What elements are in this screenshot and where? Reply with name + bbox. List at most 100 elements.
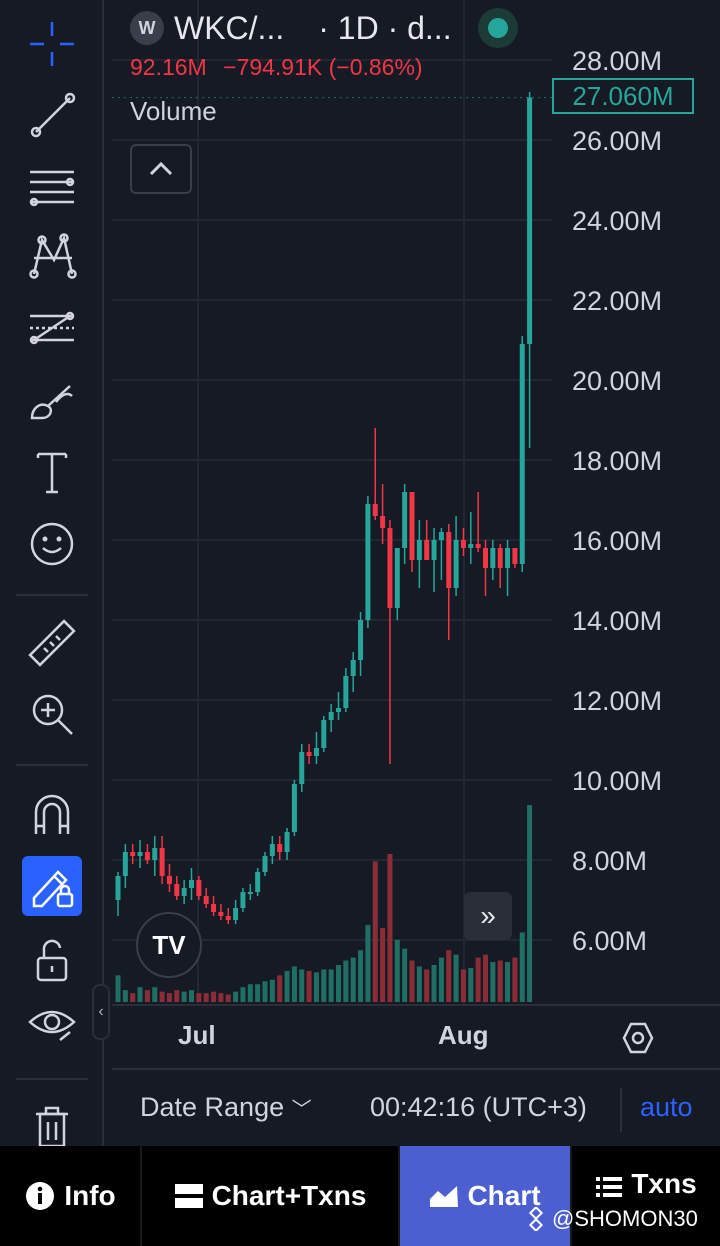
lock-icon[interactable]: [22, 930, 82, 990]
auto-scale-button[interactable]: auto: [640, 1092, 693, 1122]
volume-bar: [262, 981, 268, 1002]
candle-body: [380, 516, 386, 528]
candle-body: [468, 544, 474, 548]
candle-body: [416, 540, 422, 560]
volume-bar: [299, 969, 305, 1002]
crosshair-icon[interactable]: [22, 14, 82, 74]
magnet-icon[interactable]: [22, 784, 82, 844]
candle-body: [262, 856, 268, 872]
candle-body: [438, 532, 444, 540]
candle-body: [358, 620, 364, 660]
toolbar-divider: [16, 764, 88, 766]
text-icon[interactable]: [22, 442, 82, 502]
volume-bar: [321, 969, 327, 1002]
tab-info-label: Info: [64, 1180, 116, 1211]
volume-label: Volume: [130, 96, 217, 126]
forecast-icon[interactable]: [22, 298, 82, 358]
pattern-icon[interactable]: [22, 226, 82, 286]
volume-bar: [144, 990, 150, 1002]
stay-in-drawing-mode-icon[interactable]: [22, 856, 82, 916]
ruler-icon[interactable]: [22, 614, 82, 674]
candle-body: [181, 888, 187, 896]
price-chart[interactable]: 28.00M 26.00M 24.00M 22.00M 20.00M 18.00M 16.0…: [112, 0, 720, 1068]
settings-icon[interactable]: [620, 1020, 656, 1056]
price-tick-label: 28.00M: [572, 46, 662, 76]
split-view-icon: [174, 1184, 203, 1208]
collapse-indicators-button[interactable]: [130, 144, 192, 194]
chart-canvas[interactable]: 28.00M 26.00M 24.00M 22.00M 20.00M 18.00M 16.0…: [112, 0, 720, 1068]
candle-body: [255, 872, 261, 892]
trend-line-icon[interactable]: [22, 84, 82, 144]
tab-info[interactable]: Info: [0, 1146, 142, 1246]
volume-bar: [394, 939, 400, 1002]
emoji-icon[interactable]: [22, 514, 82, 574]
scroll-to-realtime-button[interactable]: »: [464, 892, 512, 940]
candle-body: [174, 884, 180, 896]
volume-bar: [166, 993, 172, 1002]
time-label-aug: Aug: [438, 1020, 489, 1050]
tab-txns[interactable]: Txns: [572, 1146, 720, 1246]
candle-body: [365, 504, 371, 620]
list-icon: [596, 1177, 623, 1197]
symbol-title[interactable]: WKC/...: [174, 9, 285, 46]
price-tick-label: 22.00M: [572, 286, 662, 316]
candle-body: [512, 548, 518, 564]
candle-body: [394, 548, 400, 608]
tab-chart-txns[interactable]: Chart+Txns: [142, 1146, 400, 1246]
candle-body: [211, 904, 217, 912]
volume-bar: [409, 960, 415, 1002]
market-status-icon[interactable]: [478, 8, 518, 48]
price-tick-label: 20.00M: [572, 366, 662, 396]
toolbar-collapse-handle[interactable]: ‹: [92, 984, 110, 1040]
candle-body: [505, 548, 511, 568]
candle-body: [299, 752, 305, 784]
price-tick-label: 12.00M: [572, 686, 662, 716]
current-value: 92.16M: [130, 54, 207, 80]
volume-bar: [174, 990, 180, 1002]
info-icon: [26, 1182, 55, 1210]
candle-body: [144, 852, 150, 860]
volume-bar: [313, 972, 319, 1002]
zoom-in-icon[interactable]: [22, 684, 82, 744]
volume-bar: [505, 962, 511, 1002]
candle-body: [350, 660, 356, 676]
tab-chart[interactable]: Chart: [400, 1146, 572, 1246]
fib-retracement-icon[interactable]: [22, 156, 82, 216]
visibility-icon[interactable]: [22, 992, 82, 1052]
date-range-dropdown[interactable]: Date Range ﹀: [140, 1092, 312, 1123]
tradingview-logo[interactable]: TV: [136, 912, 202, 978]
candle-body: [152, 848, 158, 860]
tab-chart-txns-label: Chart+Txns: [211, 1180, 367, 1211]
brush-icon[interactable]: [22, 370, 82, 430]
volume-bar: [453, 954, 459, 1002]
candle-body: [130, 852, 136, 856]
candle-body: [203, 896, 209, 904]
price-tick-label: 6.00M: [572, 926, 647, 956]
candle-body: [159, 848, 165, 876]
toolbar-divider: [16, 594, 88, 596]
area-chart-icon: [430, 1186, 459, 1207]
symbol-interval[interactable]: · 1D · d...: [318, 9, 452, 46]
candle-body: [497, 548, 503, 568]
tab-chart-label: Chart: [467, 1180, 541, 1211]
volume-bar: [387, 854, 393, 1002]
toolbar-divider: [16, 1078, 88, 1080]
chevron-down-icon: ﹀: [291, 1099, 312, 1121]
candle-body: [247, 892, 253, 894]
candle-body: [284, 832, 290, 852]
volume-bar: [358, 950, 364, 1002]
volume-bar: [468, 967, 474, 1002]
candle-body: [166, 876, 172, 884]
candle-body: [196, 880, 202, 896]
price-tick-label: 8.00M: [572, 846, 647, 876]
candle-body: [446, 532, 452, 588]
watermark: @SHOMON30: [524, 1206, 698, 1232]
price-tick-label: 24.00M: [572, 206, 662, 236]
volume-bar: [490, 962, 496, 1002]
volume-bar: [431, 965, 437, 1002]
date-range-bar: Date Range ﹀ 00:42:16 (UTC+3) auto: [112, 1068, 720, 1146]
timezone-clock[interactable]: 00:42:16 (UTC+3): [370, 1092, 587, 1122]
candle-body: [372, 504, 378, 516]
time-axis[interactable]: Jul Aug: [112, 1004, 720, 1068]
candle-body: [424, 540, 430, 560]
